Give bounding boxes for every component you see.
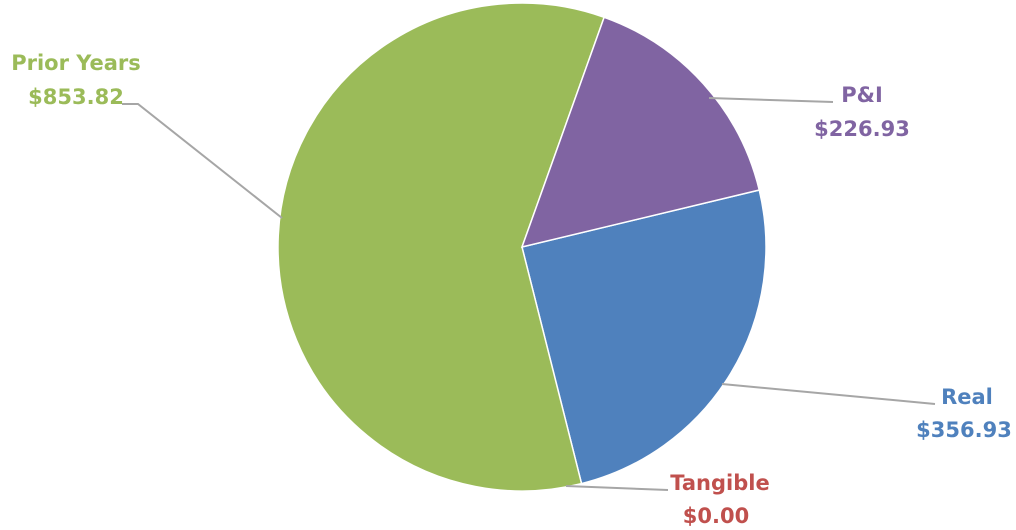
data-label-name-real: Real [941, 385, 993, 409]
data-label-value-tangible: $0.00 [683, 504, 749, 528]
pie-slice-p-i [520, 16, 761, 249]
pie-slice-real [521, 189, 767, 485]
data-label-value-prior-years: $853.82 [28, 85, 124, 109]
data-label-name-tangible: Tangible [670, 471, 769, 495]
data-label-name-prior-years: Prior Years [11, 51, 141, 75]
data-label-value-p-i: $226.93 [814, 117, 910, 141]
leader-lines-layer [122, 97, 936, 491]
leader-line-prior-years [122, 103, 283, 219]
leader-line-p-i [708, 97, 834, 103]
data-labels-layer: Real $356.93 Tangible $0.00 Prior Years $853.… [11, 51, 1012, 528]
data-label-name-p-i: P&I [841, 83, 883, 107]
slices-layer [277, 2, 767, 492]
leader-line-tangible [565, 485, 669, 491]
pie-slice-prior-years [277, 2, 606, 492]
leader-line-real [721, 383, 936, 405]
data-label-value-real: $356.93 [916, 418, 1012, 442]
